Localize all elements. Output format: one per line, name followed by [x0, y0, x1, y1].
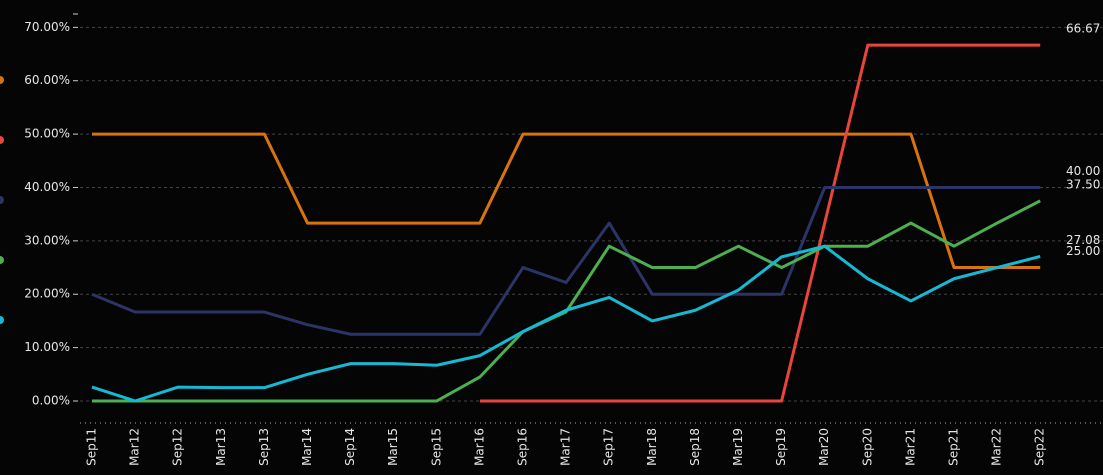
x-tick-label: Sep14 [343, 428, 357, 466]
legend-marker [0, 76, 4, 84]
series-line [479, 43, 1041, 403]
series-line [91, 185, 1041, 336]
x-tick-label: Mar13 [214, 428, 228, 466]
end-label: 27.08 [1066, 233, 1100, 247]
x-tick-label: Sep19 [774, 428, 788, 466]
x-tick-label: Sep11 [85, 428, 99, 466]
series-line [91, 244, 1041, 403]
y-tick-label: 0.00% [32, 393, 70, 407]
y-tick-label: 70.00% [24, 20, 70, 34]
series-line [92, 199, 1041, 403]
x-tick-label: Mar14 [300, 428, 314, 466]
x-tick-label: Mar19 [731, 428, 745, 466]
x-tick-label: Mar16 [472, 428, 486, 466]
legend-marker [0, 316, 4, 324]
x-tick-label: Mar17 [559, 428, 573, 466]
y-tick-label: 50.00% [24, 127, 70, 141]
legend-marker [0, 136, 4, 144]
y-tick-label: 60.00% [24, 73, 70, 87]
x-tick-label: Sep22 [1033, 428, 1047, 466]
x-tick-label: Sep21 [947, 428, 961, 466]
x-tick-label: Sep15 [429, 428, 443, 466]
x-tick-label: Mar21 [903, 428, 917, 466]
y-tick-label: 30.00% [24, 233, 70, 247]
end-label: 25.00 [1066, 244, 1100, 258]
x-tick-label: Mar22 [990, 428, 1004, 466]
legend-marker [0, 196, 4, 204]
x-tick-label: Sep12 [171, 428, 185, 466]
x-tick-label: Mar15 [386, 428, 400, 466]
x-tick-label: Sep13 [257, 428, 271, 466]
series-line [92, 132, 1041, 270]
x-tick-label: Mar12 [128, 428, 142, 466]
x-tick-label: Mar20 [817, 428, 831, 466]
x-tick-label: Sep20 [860, 428, 874, 466]
end-label: 37.50 [1066, 177, 1100, 191]
x-tick-label: Sep18 [688, 428, 702, 466]
y-tick-label: 40.00% [24, 180, 70, 194]
x-tick-label: Sep16 [516, 428, 530, 466]
end-label: 40.00 [1066, 164, 1100, 178]
y-tick-label: 10.00% [24, 340, 70, 354]
y-tick-label: 20.00% [24, 287, 70, 301]
end-label: 66.67 [1066, 22, 1100, 36]
legend-marker [0, 256, 4, 264]
x-tick-label: Sep17 [602, 428, 616, 466]
x-tick-label: Mar18 [645, 428, 659, 466]
